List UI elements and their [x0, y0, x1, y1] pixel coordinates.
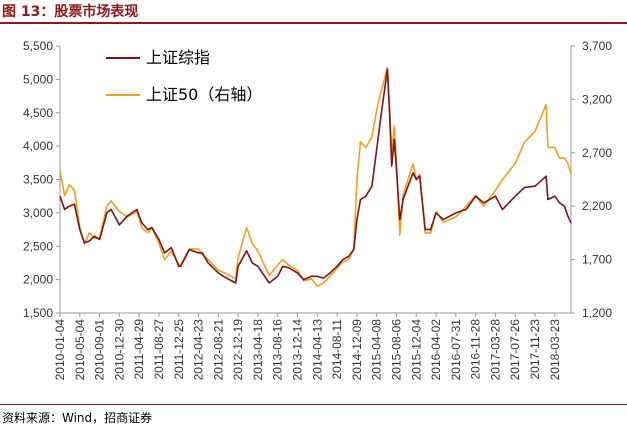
- x-tick-label: 2015-08-06: [389, 319, 403, 381]
- x-tick-label: 2012-08-21: [211, 319, 225, 381]
- x-tick-label: 2016-07-31: [449, 319, 463, 381]
- x-tick-label: 2016-04-02: [429, 319, 443, 381]
- right-tick-label: 2,700: [582, 146, 612, 160]
- legend-label: 上证综指: [146, 48, 210, 67]
- x-axis: 2010-01-04 2010-05-04 2010-09-01 2010-12-30…: [53, 313, 562, 380]
- x-tick-label: 2017-03-28: [488, 319, 502, 381]
- left-y-axis: 1,500 2,000 2,500 3,000 3,500 4,000 4,500 5,000…: [23, 39, 60, 320]
- x-tick-label: 2018-03-23: [548, 319, 562, 381]
- left-tick-label: 2,000: [23, 273, 53, 287]
- left-tick-label: 4,500: [23, 106, 53, 120]
- x-tick-label: 2010-09-01: [93, 319, 107, 381]
- series-line-sse50: [59, 66, 572, 288]
- left-tick-label: 2,500: [23, 239, 53, 253]
- left-tick-label: 5,000: [23, 72, 53, 86]
- figure-title: 图 13：股票市场表现: [2, 4, 139, 20]
- left-tick-label: 1,500: [23, 306, 53, 320]
- left-tick-label: 3,000: [23, 206, 53, 220]
- series-line-shanghai-composite: [59, 68, 572, 284]
- plot-area: [59, 46, 572, 314]
- x-tick-label: 2011-04-29: [132, 319, 146, 380]
- x-tick-label: 2011-12-25: [172, 319, 186, 380]
- x-tick-label: 2017-11-23: [528, 319, 542, 380]
- x-tick-label: 2013-08-16: [271, 319, 285, 381]
- x-tick-label: 2013-12-14: [291, 319, 305, 381]
- x-tick-label: 2010-01-04: [53, 319, 67, 381]
- legend-label: 上证50（右轴）: [146, 85, 262, 104]
- left-tick-label: 3,500: [23, 173, 53, 187]
- x-tick-label: 2010-05-04: [73, 319, 87, 381]
- source-note: 资料来源：Wind，招商证券: [2, 411, 153, 425]
- left-tick-label: 5,500: [23, 39, 53, 53]
- right-tick-label: 2,200: [582, 199, 612, 213]
- x-tick-label: 2011-08-27: [152, 319, 166, 380]
- source-divider: [0, 404, 627, 405]
- right-y-axis: 1,200 1,700 2,200 2,700 3,200 3,700: [571, 39, 612, 320]
- series-layer: [59, 66, 572, 288]
- x-tick-label: 2014-12-09: [350, 319, 364, 381]
- x-tick-label: 2016-11-28: [469, 319, 483, 380]
- right-tick-label: 1,700: [582, 253, 612, 267]
- right-tick-label: 3,700: [582, 39, 612, 53]
- title-divider: [0, 22, 627, 24]
- right-tick-label: 1,200: [582, 306, 612, 320]
- x-tick-label: 2010-12-30: [112, 319, 126, 381]
- x-tick-label: 2014-08-11: [330, 319, 344, 380]
- x-tick-label: 2012-12-19: [231, 319, 245, 381]
- x-tick-label: 2015-04-08: [370, 319, 384, 381]
- x-tick-label: 2012-04-23: [192, 319, 206, 381]
- right-tick-label: 3,200: [582, 92, 612, 106]
- x-tick-label: 2017-07-26: [508, 319, 522, 381]
- x-tick-label: 2014-04-13: [310, 319, 324, 381]
- x-tick-label: 2013-04-18: [251, 319, 265, 381]
- left-tick-label: 4,000: [23, 139, 53, 153]
- x-tick-label: 2015-12-04: [409, 319, 423, 381]
